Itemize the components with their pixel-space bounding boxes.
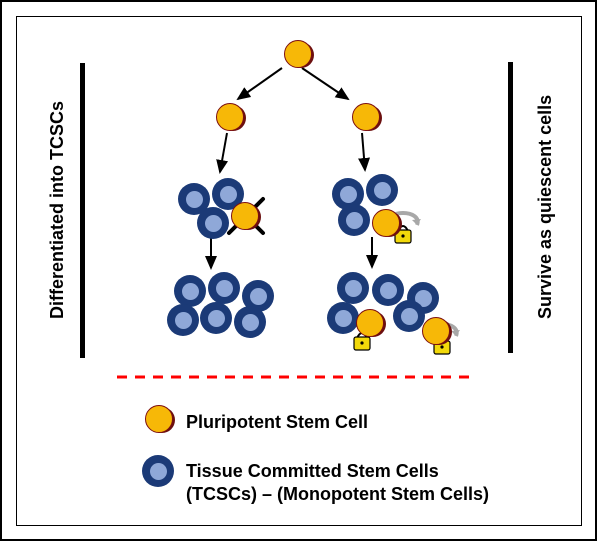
cells-layer — [2, 2, 595, 539]
diagram-frame: Differentiated into TCSCs Survive as qui… — [0, 0, 597, 541]
pluripotent-cell — [356, 309, 386, 339]
legend-tcsc-label-2: (TCSCs) – (Monopotent Stem Cells) — [186, 484, 489, 505]
tcsc-cell — [366, 174, 398, 206]
legend-pluripotent-label: Pluripotent Stem Cell — [186, 412, 368, 433]
tcsc-cell — [393, 300, 425, 332]
tcsc-cell — [142, 455, 174, 487]
pluripotent-cell — [231, 202, 261, 232]
tcsc-cell — [167, 304, 199, 336]
pluripotent-cell — [145, 405, 175, 435]
tcsc-cell — [234, 306, 266, 338]
tcsc-cell — [338, 204, 370, 236]
tcsc-cell — [174, 275, 206, 307]
legend-tcsc-label-1: Tissue Committed Stem Cells — [186, 461, 439, 482]
pluripotent-cell — [284, 40, 314, 70]
tcsc-cell — [197, 207, 229, 239]
pluripotent-cell — [352, 103, 382, 133]
tcsc-cell — [337, 272, 369, 304]
pluripotent-cell — [372, 209, 402, 239]
tcsc-cell — [327, 302, 359, 334]
tcsc-cell — [208, 272, 240, 304]
pluripotent-cell — [216, 103, 246, 133]
pluripotent-cell — [422, 317, 452, 347]
tcsc-cell — [200, 302, 232, 334]
tcsc-cell — [372, 274, 404, 306]
